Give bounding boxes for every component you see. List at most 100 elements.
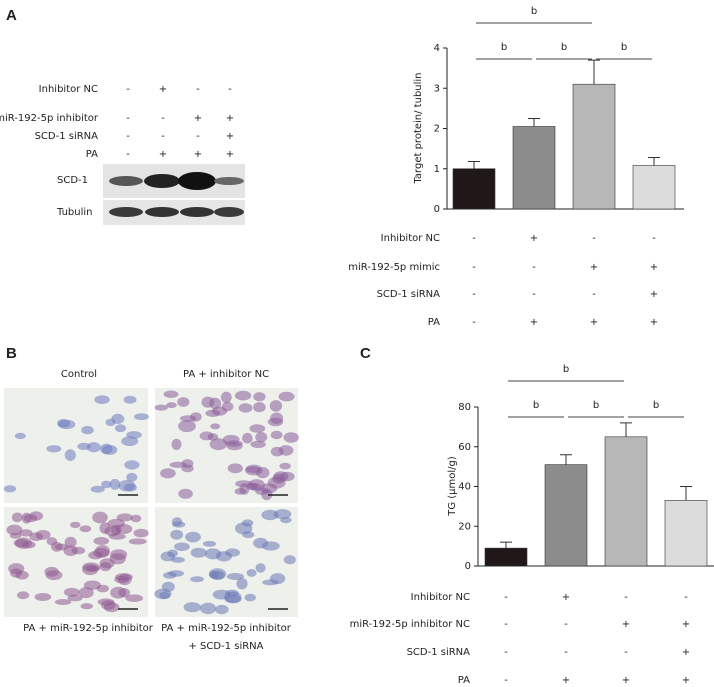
cell [269,573,286,585]
cell [128,538,147,545]
condition-sign: - [624,647,628,658]
bar [572,83,616,210]
cell [161,581,175,593]
cell [163,390,179,398]
cell [190,547,207,558]
cell [221,401,234,412]
panel-label: A [6,7,17,24]
condition-sign: - [592,289,596,300]
cell [124,460,140,470]
micrograph-caption: + SCD-1 siRNA [189,641,264,652]
cell [118,588,130,598]
error-bar [560,454,572,465]
y-tick-label: 20 [458,521,471,532]
condition-label: PA [458,675,470,686]
cell [17,591,30,600]
condition-label: PA [428,317,440,328]
cell [83,580,101,590]
y-axis-label: Target protein/ tubulin [413,72,424,184]
cell [11,512,23,523]
condition-sign: - [532,262,536,273]
cell [79,525,92,533]
cell [227,463,243,474]
cell [126,431,142,439]
condition-sign: + [530,317,538,328]
cell [70,521,81,529]
cell [118,480,136,492]
cell [269,400,283,412]
cell [115,573,133,581]
error-bar [680,486,692,501]
cell [272,473,286,484]
condition-label: miR-192-5p inhibitor NC [350,619,470,630]
cell [46,537,58,546]
cell [63,587,80,597]
significance-label: b [653,400,659,411]
cell [234,488,247,495]
cell [261,488,273,501]
cell [67,594,83,602]
cell [244,593,256,602]
cell [179,415,197,422]
cell [279,462,291,470]
y-tick-label: 1 [434,164,440,175]
bar [632,165,676,210]
condition-sign: - [504,647,508,658]
y-tick-label: 0 [434,204,440,215]
cell [101,600,116,610]
bar [664,500,708,567]
cell [242,432,253,444]
cell [204,548,222,560]
treatment-sign: - [126,149,130,160]
cell [283,432,299,443]
significance-label: b [501,42,507,53]
cell [121,436,139,447]
cell [80,603,94,610]
treatment-sign: - [126,113,130,124]
cell [45,570,63,580]
y-tick-label: 2 [434,124,440,135]
treatment-label: Inhibitor NC [39,84,98,95]
cell [23,514,38,523]
cell [255,563,266,573]
condition-sign: - [504,675,508,686]
cell [126,472,138,482]
condition-sign: - [564,647,568,658]
cell [278,391,295,402]
error-bar [620,422,632,437]
bar [512,126,556,210]
cell [215,604,229,615]
micrograph-caption: Control [61,369,97,380]
condition-sign: + [562,592,570,603]
treatment-sign: + [194,113,202,124]
cell [88,551,103,560]
condition-label: SCD-1 siRNA [407,647,471,658]
cell [160,551,176,562]
cell [220,391,232,404]
y-tick-label: 4 [434,43,440,54]
cell [267,417,284,427]
significance-label: b [531,6,537,17]
treatment-label: SCD-1 siRNA [35,131,99,142]
cell [116,513,133,522]
blot-label: Tubulin [56,207,93,218]
condition-sign: + [590,317,598,328]
cell [13,538,29,548]
cell [200,602,216,615]
condition-sign: - [532,289,536,300]
condition-sign: + [622,675,630,686]
cell [9,532,22,539]
treatment-sign: - [161,131,165,142]
cell [8,563,25,575]
condition-sign: - [472,233,476,244]
cell [174,542,190,551]
y-tick-label: 0 [465,561,471,572]
cell [185,531,201,543]
y-axis-label: TG (μmol/g) [447,456,458,517]
cell [246,569,257,577]
cell [246,482,258,491]
cell [273,509,292,520]
cell [90,485,105,493]
cell [64,449,76,461]
error-bar [648,156,660,166]
